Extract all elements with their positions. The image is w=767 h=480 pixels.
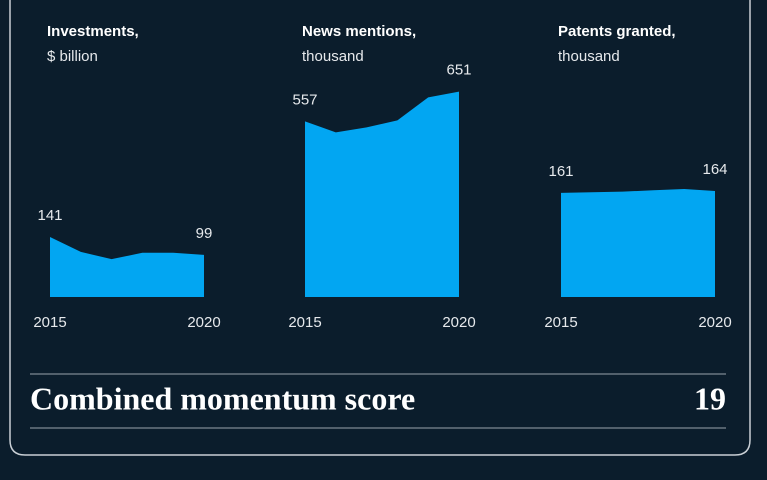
frame <box>9 0 751 456</box>
area <box>50 237 204 297</box>
x-tick-label: 2015 <box>33 314 66 331</box>
area <box>561 189 715 297</box>
score-value: 19 <box>694 380 726 416</box>
value-label: 651 <box>446 62 471 79</box>
chart-subtitle: thousand <box>302 48 364 65</box>
chart-title: Patents granted, <box>558 23 676 40</box>
value-label: 557 <box>292 91 317 108</box>
value-label: 141 <box>37 207 62 224</box>
value-label: 99 <box>196 225 213 242</box>
score-label: Combined momentum score <box>30 380 415 416</box>
x-tick-label: 2020 <box>442 314 475 331</box>
chart-subtitle: $ billion <box>47 48 98 65</box>
chart-subtitle: thousand <box>558 48 620 65</box>
value-label: 164 <box>702 161 727 178</box>
chart-title: News mentions, <box>302 23 416 40</box>
area <box>305 91 459 297</box>
x-tick-label: 2020 <box>187 314 220 331</box>
x-tick-label: 2015 <box>544 314 577 331</box>
x-tick-label: 2020 <box>698 314 731 331</box>
value-label: 161 <box>548 163 573 180</box>
x-tick-label: 2015 <box>288 314 321 331</box>
chart-title: Investments, <box>47 23 139 40</box>
